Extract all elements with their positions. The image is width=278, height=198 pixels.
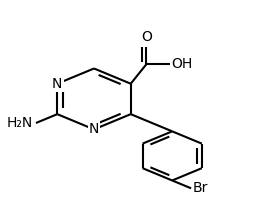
- Text: N: N: [52, 77, 63, 91]
- Text: H₂N: H₂N: [7, 116, 33, 130]
- Text: O: O: [141, 30, 152, 44]
- Text: Br: Br: [192, 181, 208, 195]
- Text: N: N: [89, 122, 99, 136]
- Text: OH: OH: [171, 57, 192, 71]
